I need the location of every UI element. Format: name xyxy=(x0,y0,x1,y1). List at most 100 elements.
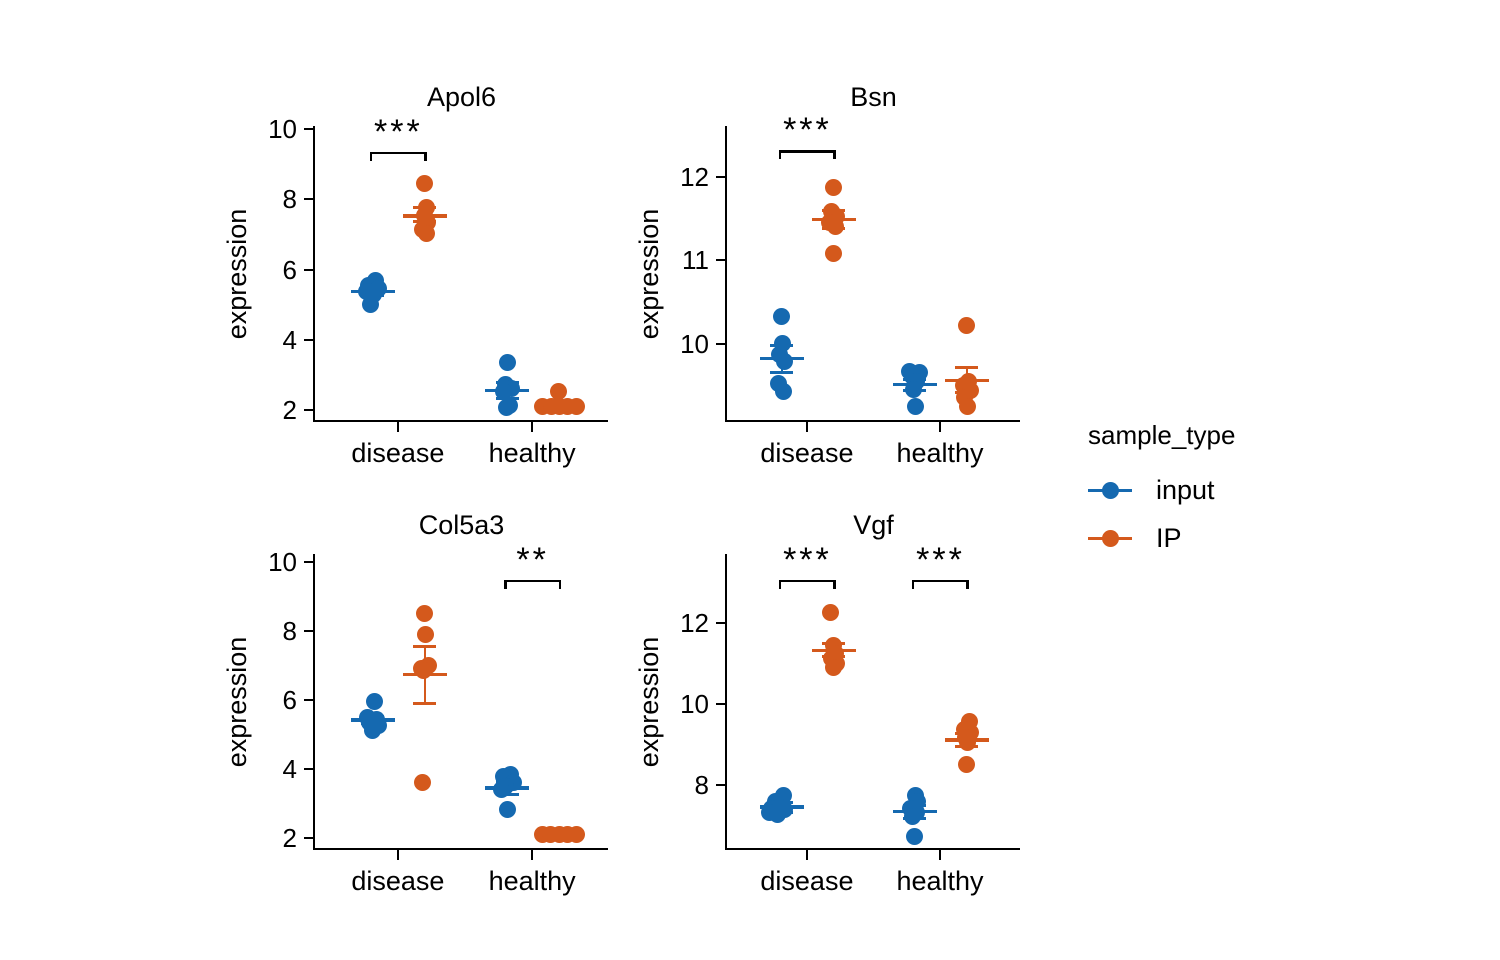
legend-item-label: IP xyxy=(1156,522,1182,553)
data-point xyxy=(827,218,845,236)
x-tick-mark xyxy=(396,422,399,432)
data-point xyxy=(907,397,925,415)
legend-key-input-icon xyxy=(1088,477,1132,503)
significance-bracket-end xyxy=(966,579,969,589)
x-tick-label: disease xyxy=(351,866,445,896)
panel-vgf: Vgf expression 8 10 12 disease healthy *** *** xyxy=(634,510,1020,896)
data-point xyxy=(549,383,567,401)
y-tick-label: 4 xyxy=(282,324,297,355)
point-icon xyxy=(1101,529,1119,547)
significance-bracket-end xyxy=(778,579,782,589)
error-bar-cap-top xyxy=(955,731,979,735)
data-point xyxy=(567,398,585,416)
error-bar-cap-top xyxy=(361,714,385,718)
y-tick-label: 11 xyxy=(682,245,709,276)
y-tick-label: 10 xyxy=(680,328,709,359)
y-tick-label: 12 xyxy=(680,161,709,192)
error-bar-cap-bottom xyxy=(495,793,519,797)
mean-line xyxy=(759,805,804,809)
significance-bracket-end xyxy=(504,579,507,589)
significance-bracket-end xyxy=(778,150,782,160)
error-bar-cap-bottom xyxy=(822,227,846,231)
data-point xyxy=(364,721,382,739)
panel-bsn: Bsn expression 10 11 12 disease healthy *** xyxy=(634,82,1020,468)
data-point xyxy=(416,174,434,192)
error-bar-cap-bottom xyxy=(495,396,519,400)
data-point xyxy=(825,245,843,263)
error-bar-cap-top xyxy=(495,780,519,784)
panel-title: Bsn xyxy=(850,82,897,112)
data-point xyxy=(906,828,924,846)
point-icon xyxy=(1101,481,1119,499)
error-bar-cap-top xyxy=(413,205,437,209)
x-tick-label: disease xyxy=(351,438,445,468)
x-tick-label: healthy xyxy=(488,438,576,468)
data-point xyxy=(958,756,976,774)
data-point xyxy=(498,354,516,372)
y-tick-mark xyxy=(304,409,313,412)
y-tick-mark xyxy=(304,128,313,131)
error-bar-cap-top xyxy=(903,803,927,807)
y-tick-mark xyxy=(304,837,313,840)
error-bar-cap-bottom xyxy=(770,371,794,375)
data-point xyxy=(497,399,515,417)
significance-stars: *** xyxy=(916,540,965,579)
mean-line xyxy=(350,718,395,722)
data-point xyxy=(825,179,843,197)
error-bar-cap-top xyxy=(822,641,846,645)
error-bar-cap-top xyxy=(495,380,519,384)
panel-title: Vgf xyxy=(853,510,894,540)
significance-bracket xyxy=(369,151,427,155)
y-tick-label: 2 xyxy=(282,395,297,426)
significance-bracket-end xyxy=(833,150,836,160)
error-bar-cap-top xyxy=(361,285,385,289)
y-tick-mark xyxy=(716,622,725,625)
legend-item-input: input xyxy=(1088,475,1215,505)
significance-stars: ** xyxy=(516,540,549,579)
mean-line xyxy=(350,289,395,294)
y-tick-mark xyxy=(716,342,725,345)
data-point xyxy=(773,307,791,325)
error-bar-cap-bottom xyxy=(903,817,927,820)
data-point xyxy=(366,693,384,711)
x-tick-label: disease xyxy=(760,866,854,896)
data-point xyxy=(418,224,436,242)
y-tick-mark xyxy=(716,259,725,262)
x-tick-label: healthy xyxy=(488,866,576,896)
y-tick-mark xyxy=(304,629,313,632)
significance-bracket-end xyxy=(558,579,562,589)
x-tick-label: healthy xyxy=(896,866,984,896)
mean-line xyxy=(402,214,447,218)
data-point xyxy=(822,604,840,622)
error-bar-cap-top xyxy=(955,366,979,370)
significance-bracket-end xyxy=(424,151,427,161)
mean-line xyxy=(402,672,447,677)
data-point xyxy=(414,774,432,792)
y-tick-mark xyxy=(304,268,313,271)
data-point xyxy=(959,398,977,416)
mean-line xyxy=(759,356,804,361)
significance-bracket-end xyxy=(833,579,836,589)
error-bar-cap-top xyxy=(413,645,437,649)
x-tick-mark xyxy=(805,850,808,860)
x-tick-mark xyxy=(938,850,941,860)
y-tick-label: 8 xyxy=(282,615,297,646)
error-bar-cap-bottom xyxy=(770,811,794,815)
y-tick-mark xyxy=(304,768,313,771)
mean-line xyxy=(537,832,582,836)
error-bar-cap-bottom xyxy=(903,388,927,392)
y-tick-label: 2 xyxy=(282,823,297,854)
mean-line xyxy=(892,809,937,814)
y-tick-mark xyxy=(716,175,725,178)
significance-stars: *** xyxy=(783,540,832,579)
data-point xyxy=(416,604,434,622)
y-tick-label: 6 xyxy=(282,254,297,285)
error-bar-cap-top xyxy=(903,377,927,381)
x-tick-mark xyxy=(396,850,399,860)
x-tick-mark xyxy=(938,422,941,432)
error-bar-cap-top xyxy=(770,801,794,805)
significance-bracket xyxy=(778,150,836,153)
data-point xyxy=(362,295,380,313)
error-bar-cap-top xyxy=(547,399,571,403)
mean-line xyxy=(485,388,530,393)
